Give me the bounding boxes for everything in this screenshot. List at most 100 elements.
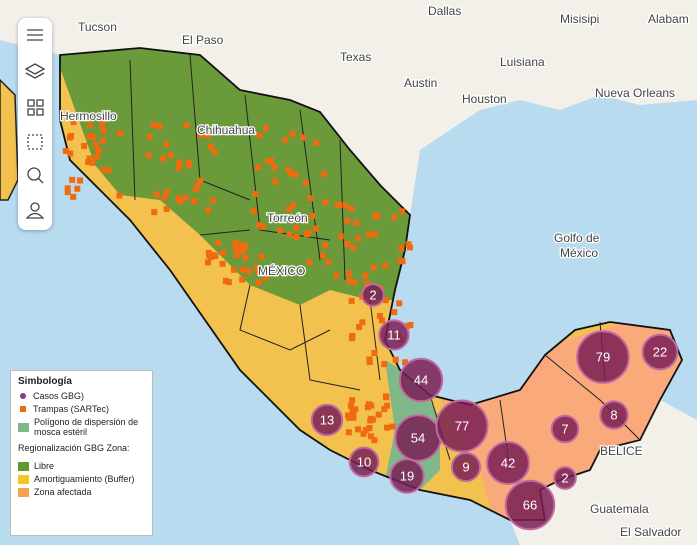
trap-marker bbox=[93, 153, 100, 160]
trap-marker bbox=[405, 241, 412, 248]
place-label: Texas bbox=[340, 50, 371, 64]
trap-marker bbox=[67, 150, 74, 157]
search-button[interactable] bbox=[27, 167, 44, 184]
legend-label: Trampas (SARTec) bbox=[33, 404, 110, 414]
place-label: Houston bbox=[462, 92, 507, 106]
case-cluster bbox=[504, 479, 556, 531]
cluster-count: 9 bbox=[462, 459, 469, 474]
trap-marker bbox=[96, 147, 103, 154]
legend-subtitle: Regionalización GBG Zona: bbox=[18, 443, 130, 453]
user-button[interactable] bbox=[25, 202, 45, 219]
trap-marker bbox=[364, 280, 371, 287]
trap-marker bbox=[347, 402, 354, 409]
case-cluster bbox=[553, 466, 577, 490]
trap-marker bbox=[191, 198, 198, 205]
trap-marker bbox=[355, 235, 362, 242]
layers-button[interactable] bbox=[24, 63, 46, 79]
trap-marker bbox=[398, 245, 405, 252]
menu-button[interactable] bbox=[27, 29, 43, 41]
trap-marker bbox=[258, 253, 265, 260]
trap-marker bbox=[289, 130, 296, 137]
trap-marker bbox=[359, 319, 366, 326]
trap-marker bbox=[163, 206, 170, 213]
trap-marker bbox=[161, 194, 168, 201]
trap-marker bbox=[156, 123, 163, 130]
trap-marker bbox=[241, 242, 248, 249]
trap-marker bbox=[100, 137, 107, 144]
cluster-count: 11 bbox=[387, 327, 401, 342]
trap-marker bbox=[205, 259, 212, 266]
baja bbox=[0, 78, 19, 201]
trap-marker bbox=[371, 437, 378, 444]
trap-marker bbox=[211, 149, 218, 156]
case-cluster bbox=[435, 399, 489, 453]
trap-marker bbox=[146, 133, 153, 140]
legend-label: Zona afectada bbox=[34, 487, 92, 497]
trap-marker bbox=[239, 276, 246, 283]
trap-marker bbox=[183, 122, 190, 129]
legend-item: Libre bbox=[18, 461, 145, 471]
trap-marker bbox=[325, 259, 332, 266]
trap-marker bbox=[153, 191, 160, 198]
place-label: El Paso bbox=[182, 33, 224, 47]
trap-marker bbox=[368, 433, 375, 440]
trap-marker bbox=[182, 194, 189, 201]
place-label: Alabam bbox=[648, 12, 689, 26]
trap-marker bbox=[212, 253, 219, 260]
trap-marker bbox=[299, 134, 306, 141]
trap-marker bbox=[285, 166, 292, 173]
case-cluster bbox=[641, 333, 679, 371]
trap-marker bbox=[151, 209, 158, 216]
trap-marker bbox=[348, 297, 355, 304]
trap-marker bbox=[371, 231, 378, 238]
case-cluster bbox=[599, 400, 629, 430]
trap-marker bbox=[286, 231, 293, 238]
case-cluster bbox=[348, 446, 380, 478]
trap-marker bbox=[255, 164, 262, 171]
trap-marker bbox=[351, 279, 358, 286]
trap-marker bbox=[219, 249, 226, 256]
trap-marker bbox=[240, 266, 247, 273]
trap-marker bbox=[176, 198, 183, 205]
cluster-count: 8 bbox=[610, 407, 617, 422]
trap-marker bbox=[356, 324, 363, 331]
trap-marker bbox=[350, 244, 357, 251]
trap-marker bbox=[286, 206, 293, 213]
trap-marker bbox=[264, 158, 271, 165]
trap-marker bbox=[402, 359, 409, 366]
trap-marker bbox=[205, 249, 212, 256]
trap-marker bbox=[163, 188, 170, 195]
trap-marker bbox=[342, 202, 349, 209]
trap-marker bbox=[374, 213, 381, 220]
trap-marker bbox=[262, 274, 269, 281]
trap-marker bbox=[370, 264, 377, 271]
case-cluster bbox=[550, 414, 580, 444]
trap-marker bbox=[205, 207, 212, 214]
trap-marker bbox=[337, 233, 344, 240]
trap-marker bbox=[407, 322, 414, 329]
us-land bbox=[0, 0, 697, 215]
trap-marker bbox=[277, 227, 284, 234]
qr-button[interactable] bbox=[27, 99, 44, 116]
central-america bbox=[510, 400, 697, 545]
cluster-count: 19 bbox=[400, 468, 414, 483]
trap-marker bbox=[197, 131, 204, 138]
cluster-count: 77 bbox=[455, 418, 469, 433]
trap-marker bbox=[348, 206, 355, 213]
case-cluster bbox=[361, 283, 385, 307]
trap-marker bbox=[375, 411, 382, 418]
cluster-count: 54 bbox=[411, 430, 425, 445]
case-cluster bbox=[451, 452, 481, 482]
select-button[interactable] bbox=[27, 134, 43, 150]
trap-marker bbox=[384, 424, 391, 431]
trap-marker bbox=[263, 125, 270, 132]
trap-marker bbox=[167, 152, 174, 159]
trap-marker bbox=[145, 152, 152, 159]
trap-marker bbox=[163, 141, 170, 148]
trap-marker bbox=[366, 356, 373, 363]
trap-marker bbox=[346, 278, 353, 285]
trap-marker bbox=[322, 242, 329, 249]
trap-marker bbox=[320, 252, 327, 259]
